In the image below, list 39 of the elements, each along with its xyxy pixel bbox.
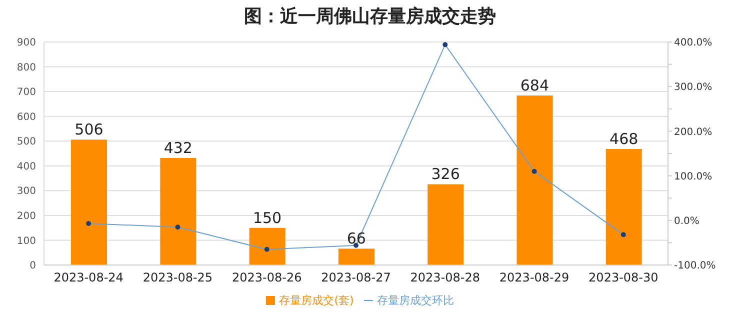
data-label: 432	[164, 138, 192, 157]
bar	[516, 96, 553, 265]
y-tick-label: 600	[16, 112, 36, 123]
x-tick-label: 2023-08-24	[54, 270, 124, 285]
y2-tick-label: 300.0%	[674, 82, 712, 94]
x-tick-label: 2023-08-29	[499, 270, 570, 285]
y-tick-label: 300	[16, 186, 36, 198]
y-tick-label: 800	[16, 62, 36, 74]
y-tick-label: 200	[16, 210, 36, 222]
y-tick-label: 700	[16, 87, 36, 98]
x-tick-label: 2023-08-30	[588, 270, 658, 285]
y-tick-label: 900	[16, 38, 36, 49]
x-tick-label: 2023-08-26	[232, 270, 302, 285]
y2-tick-label: 400.0%	[674, 38, 712, 49]
data-label: 468	[610, 130, 638, 148]
y-tick-label: 500	[16, 136, 36, 148]
x-tick-label: 2023-08-28	[410, 270, 480, 285]
y2-tick-label: 200.0%	[674, 126, 712, 138]
legend-label: 存量房成交环比	[376, 294, 454, 307]
bar	[606, 149, 642, 265]
y2-tick-label: 0.0%	[674, 216, 700, 227]
bar	[428, 184, 464, 265]
x-tick-label: 2023-08-25	[142, 270, 213, 285]
bar	[160, 158, 196, 265]
legend-label: 存量房成交(套)	[279, 294, 354, 307]
bar	[338, 248, 374, 265]
y2-tick-label: -100.0%	[674, 260, 716, 272]
y-tick-label: 0	[30, 260, 36, 272]
data-label: 326	[431, 165, 460, 184]
y2-tick-label: 100.0%	[674, 171, 712, 182]
bar	[249, 228, 286, 265]
data-label: 684	[520, 76, 550, 95]
data-label: 150	[252, 208, 282, 227]
y-tick-label: 400	[16, 161, 36, 172]
data-label: 506	[74, 120, 104, 139]
chart-title: 图：近一周佛山存量房成交走势	[243, 5, 497, 29]
bar	[71, 140, 107, 265]
x-tick-label: 2023-08-27	[321, 270, 391, 285]
y-tick-label: 100	[16, 236, 36, 247]
